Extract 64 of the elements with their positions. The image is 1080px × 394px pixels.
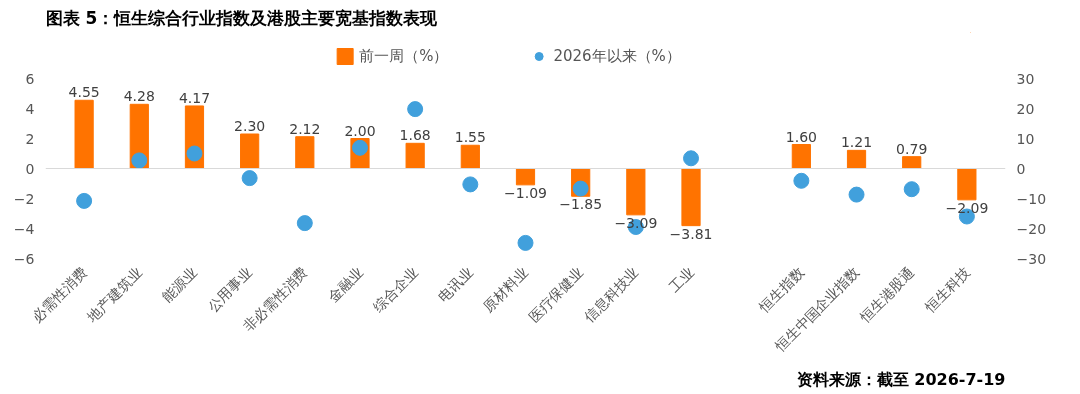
y2-tick-label: −10 xyxy=(1016,190,1047,207)
point xyxy=(793,172,810,189)
data-label: −1.85 xyxy=(559,196,603,213)
bar xyxy=(846,149,867,169)
bar xyxy=(460,144,480,169)
x-tick-label: 综合企业 xyxy=(369,263,421,315)
bar xyxy=(405,142,425,169)
point xyxy=(517,234,534,251)
data-label: 4.28 xyxy=(123,88,155,105)
x-tick-label: 电讯业 xyxy=(434,263,476,305)
y2-tick-label: −30 xyxy=(1016,250,1047,267)
data-label: −1.09 xyxy=(504,184,547,201)
point xyxy=(848,186,865,203)
legend-label: 前一周（%） xyxy=(359,46,449,66)
y2-tick-label: 20 xyxy=(1016,100,1035,117)
y2-tick-label: 0 xyxy=(1016,160,1026,177)
data-label: 4.55 xyxy=(68,84,100,101)
x-tick-label: 公用事业 xyxy=(204,263,256,315)
point xyxy=(296,215,313,232)
bar xyxy=(295,136,315,169)
point xyxy=(683,150,700,167)
data-label: 1.68 xyxy=(399,127,431,144)
bar xyxy=(957,168,977,201)
y2-tick-label: 30 xyxy=(1016,70,1035,87)
y-tick-label: 4 xyxy=(25,100,35,117)
bar xyxy=(240,133,260,169)
data-label: 1.55 xyxy=(454,129,486,146)
x-tick-label: 恒生科技 xyxy=(920,263,973,316)
bar xyxy=(791,144,811,169)
data-label: 2.30 xyxy=(234,118,266,134)
bar xyxy=(626,168,646,216)
data-label: 2.00 xyxy=(344,122,376,139)
y-tick-label: 0 xyxy=(25,160,35,177)
point xyxy=(76,192,93,209)
y-tick-label: −2 xyxy=(13,190,35,207)
data-label: 0.79 xyxy=(896,140,928,157)
y-tick-label: 6 xyxy=(25,70,35,87)
data-label: 1.60 xyxy=(785,128,817,145)
bar xyxy=(74,99,94,169)
x-tick-label: 工业 xyxy=(665,263,697,295)
point xyxy=(241,170,258,187)
bar xyxy=(515,168,536,186)
bar xyxy=(681,168,701,227)
x-tick-label: 能源业 xyxy=(159,263,201,305)
y-tick-label: 2 xyxy=(25,130,35,147)
data-label: 4.17 xyxy=(178,89,211,106)
data-label: −2.09 xyxy=(945,199,989,216)
point xyxy=(462,176,479,193)
y-tick-label: −4 xyxy=(13,220,35,237)
chart-title: 图表 5：恒生综合行业指数及港股主要宽基指数表现 xyxy=(45,7,439,28)
y2-tick-label: −20 xyxy=(1016,220,1047,237)
y-tick-label: −6 xyxy=(13,250,35,267)
data-label: 1.21 xyxy=(840,134,873,151)
y2-tick-label: 10 xyxy=(1016,130,1035,147)
data-label: 2.12 xyxy=(289,120,321,137)
point xyxy=(131,152,148,169)
bar xyxy=(902,156,922,169)
data-label: −3.81 xyxy=(669,225,713,242)
legend-label: 2026年以来（%） xyxy=(553,46,681,66)
x-tick-label: 金融业 xyxy=(324,263,366,305)
point xyxy=(186,145,203,162)
point xyxy=(903,181,920,198)
point xyxy=(407,101,424,118)
text: 资料来源：截至 2026-7-19 xyxy=(796,369,1006,389)
